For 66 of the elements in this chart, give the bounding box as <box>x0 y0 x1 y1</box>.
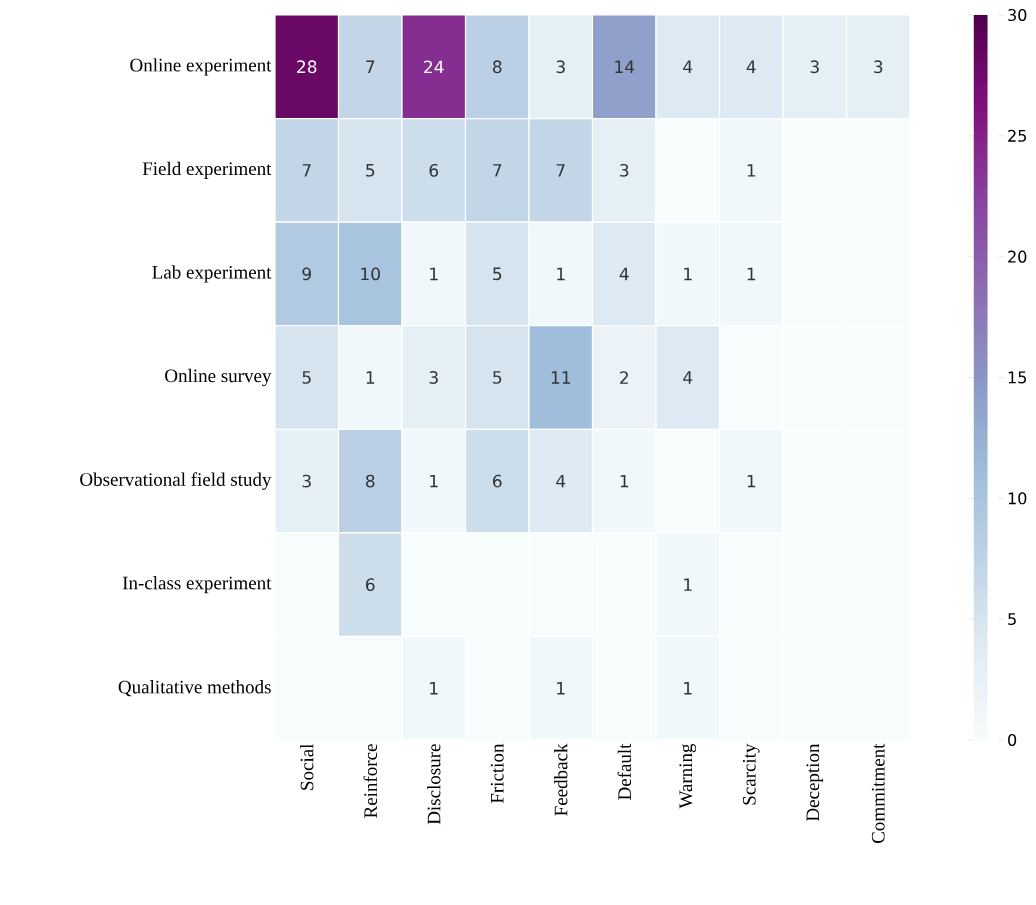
x-tick-label: Default <box>617 743 632 800</box>
color-bar-label: 20 <box>1008 250 1027 263</box>
data-label: 1 <box>747 474 756 488</box>
x-tick-label: Friction <box>490 743 504 804</box>
data-label: 5 <box>493 371 502 384</box>
x-tick-label: Disclosure <box>427 744 441 825</box>
data-label: 1 <box>747 267 756 281</box>
y-tick-label: In-class experiment <box>122 576 272 594</box>
data-label: 24 <box>424 60 444 74</box>
data-label: 8 <box>366 474 375 488</box>
y-tick-label: Field experiment <box>142 161 272 179</box>
data-label: 1 <box>430 682 438 695</box>
x-tick-label: Scarcity <box>742 743 760 805</box>
y-tick-label: Lab experiment <box>152 265 272 283</box>
data-label: 1 <box>620 474 629 488</box>
data-label: 4 <box>619 267 629 281</box>
data-label: 4 <box>556 474 566 488</box>
color-bar-label: 0 <box>1008 733 1017 747</box>
data-label: 4 <box>683 371 693 384</box>
data-label: 6 <box>366 578 375 592</box>
color-bar-label: 10 <box>1008 492 1027 505</box>
data-label: 7 <box>366 60 375 73</box>
y-tick-label: Observational field study <box>80 472 272 490</box>
data-label: 4 <box>746 60 756 73</box>
data-label: 28 <box>297 60 317 74</box>
data-label: 1 <box>557 267 565 281</box>
data-label: 5 <box>493 267 502 281</box>
data-label: 1 <box>366 371 375 384</box>
x-tick-label: Commitment <box>871 743 885 844</box>
data-label: 1 <box>684 267 692 281</box>
data-label: 4 <box>683 60 693 73</box>
data-label: 5 <box>366 164 375 177</box>
data-label: 11 <box>551 371 570 384</box>
color-bar-label: 25 <box>1008 129 1026 142</box>
data-label: 8 <box>493 60 502 74</box>
data-label: 1 <box>747 164 756 177</box>
x-tick-label: Social <box>300 743 314 790</box>
data-label: 7 <box>556 164 565 177</box>
data-label: 10 <box>361 267 380 281</box>
data-label: 1 <box>684 682 692 695</box>
data-label: 2 <box>620 371 628 384</box>
data-label: 3 <box>302 474 311 488</box>
data-label: 14 <box>615 60 635 73</box>
data-label: 1 <box>684 578 692 591</box>
data-label: 6 <box>429 163 439 177</box>
data-label: 1 <box>430 267 438 281</box>
y-tick-label: Online experiment <box>130 58 272 76</box>
data-label: 1 <box>557 682 565 695</box>
data-label: 3 <box>620 163 629 177</box>
data-label: 7 <box>493 164 502 177</box>
x-tick-label: Warning <box>679 743 697 809</box>
y-tick-label: Qualitative methods <box>118 680 271 697</box>
color-bar-label: 5 <box>1008 613 1016 626</box>
data-label: 3 <box>810 60 819 74</box>
color-bar-label: 15 <box>1008 371 1026 384</box>
data-label: 3 <box>556 60 565 74</box>
x-tick-label: Deception <box>806 743 824 822</box>
data-label: 3 <box>429 371 438 384</box>
data-label: 3 <box>874 60 883 74</box>
x-tick-label: Reinforce <box>363 744 378 818</box>
data-label: 9 <box>302 267 311 281</box>
color-bar-label: 30 <box>1008 8 1027 22</box>
x-tick-label: Feedback <box>554 743 568 816</box>
data-label: 1 <box>430 474 438 488</box>
y-tick-label: Online survey <box>165 368 272 387</box>
data-label: 6 <box>493 474 502 488</box>
